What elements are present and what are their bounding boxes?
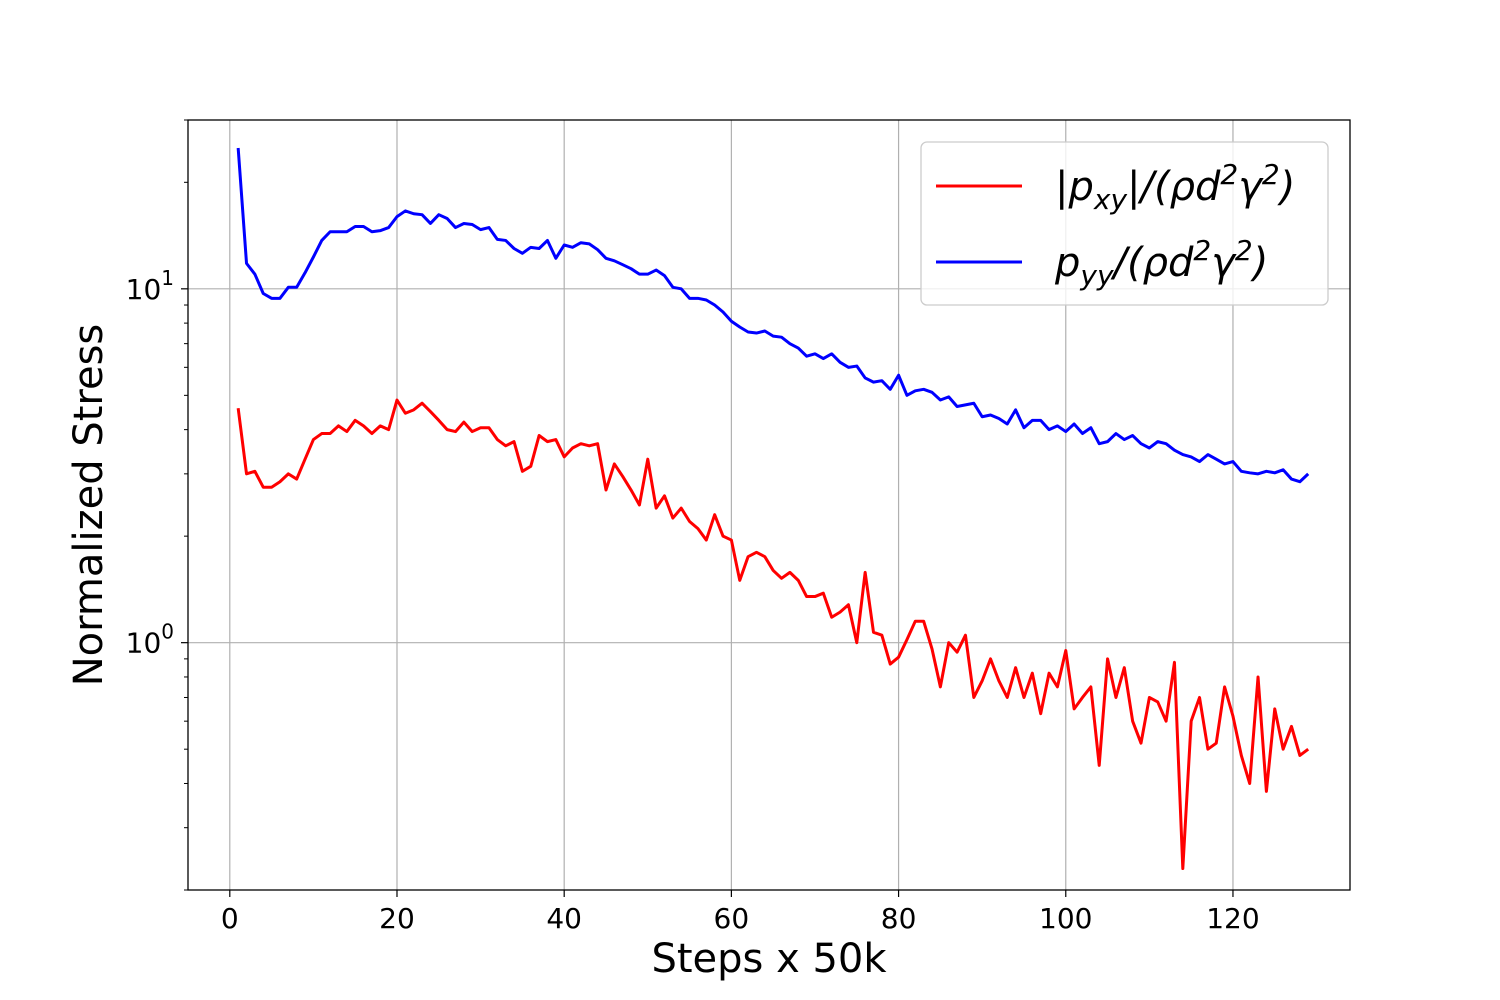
x-tick-label: 100 [1039,902,1092,935]
legend-label: pyy/(ρd2γ2) [1054,234,1268,292]
x-tick-label: 0 [221,902,239,935]
axis-ticks [181,119,1234,897]
x-tick-label: 60 [714,902,750,935]
legend: |pxy|/(ρd2γ2) pyy/(ρd2γ2) [920,141,1329,306]
legend-entry: pyy/(ρd2γ2) [936,234,1268,292]
legend-box [920,141,1329,306]
series-line-2 [236,147,1310,484]
y-axis-label: Normalized Stress [66,324,112,686]
x-tick-label: 20 [379,902,415,935]
x-axis-label: Steps x 50k [651,936,887,982]
series-lines [236,147,1310,871]
series-line-1 [236,398,1310,871]
x-tick-label: 40 [546,902,582,935]
plot-frame [187,119,1351,891]
legend-entry: |pxy|/(ρd2γ2) [936,158,1295,216]
y-tick-label: 100 [126,620,174,660]
x-tick-label: 80 [881,902,917,935]
y-tick-label: 101 [126,266,174,306]
tick-labels: 0 20 40 60 80 100 120 100 101 [126,266,1260,935]
legend-label: |pxy|/(ρd2γ2) [1055,158,1295,216]
x-tick-label: 120 [1206,902,1259,935]
